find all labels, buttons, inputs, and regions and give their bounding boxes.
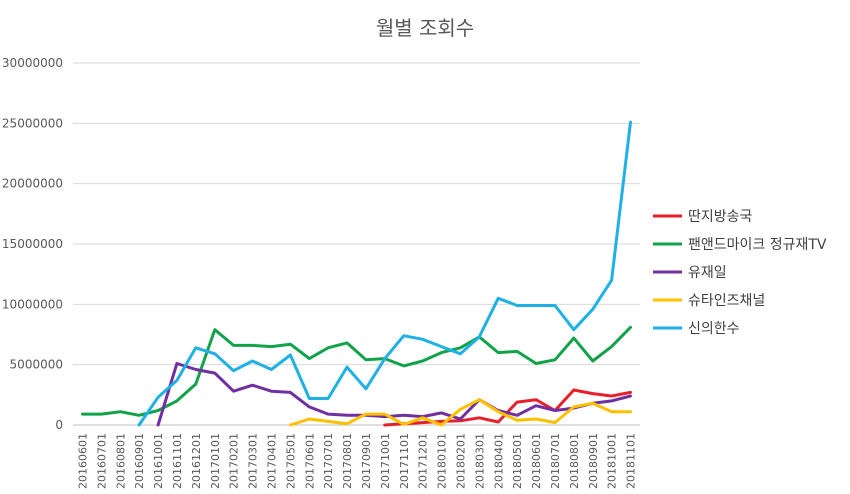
y-tick-label: 25000000 [2, 116, 63, 130]
x-tick-label: 20160601 [76, 433, 89, 489]
x-tick-label: 20161201 [190, 433, 203, 489]
legend-label: 팬앤드마이크 정규재TV [688, 237, 827, 253]
x-tick-label: 20180801 [568, 433, 581, 489]
x-tick-label: 20170801 [341, 433, 354, 489]
x-tick-label: 20180401 [492, 433, 505, 489]
legend-label: 슈타인즈채널 [688, 293, 765, 309]
x-tick-label: 20180201 [454, 433, 467, 489]
y-tick-label: 30000000 [2, 56, 63, 70]
x-tick-label: 20170901 [360, 433, 373, 489]
x-axis-tick-labels: 20160601 20160701 20160801 20160901 20161001… [76, 433, 637, 489]
x-tick-label: 20180301 [473, 433, 486, 489]
y-tick-label: 0 [55, 418, 63, 432]
chart-title: 월별 조회수 [376, 16, 474, 40]
series-line [156, 362, 632, 427]
x-tick-label: 20180601 [530, 433, 543, 489]
x-tick-label: 20160801 [114, 433, 127, 489]
y-tick-label: 5000000 [10, 358, 63, 372]
legend-label: 딴지방송국 [688, 209, 753, 225]
y-tick-label: 20000000 [2, 177, 63, 191]
x-tick-label: 20180501 [511, 433, 524, 489]
x-tick-label: 20181101 [625, 433, 638, 489]
x-tick-label: 20161101 [171, 433, 184, 489]
x-tick-label: 20160901 [133, 433, 146, 489]
x-tick-label: 20171001 [379, 433, 392, 489]
x-tick-label: 20170401 [265, 433, 278, 489]
y-axis-tick-labels: 0 5000000 10000000 15000000 20000000 25000000… [2, 56, 63, 432]
series-line [383, 388, 632, 427]
x-tick-label: 20170201 [228, 433, 241, 489]
y-tick-label: 10000000 [2, 297, 63, 311]
x-tick-label: 20171101 [398, 433, 411, 489]
x-tick-label: 20161001 [152, 433, 165, 489]
x-tick-label: 20180101 [436, 433, 449, 489]
legend-label: 유재일 [688, 265, 727, 281]
x-tick-label: 20170301 [247, 433, 260, 489]
x-tick-label: 20170601 [303, 433, 316, 489]
x-tick-label: 20180901 [587, 433, 600, 489]
x-tick-label: 20180701 [549, 433, 562, 489]
series-line [81, 325, 632, 417]
y-tick-label: 15000000 [2, 237, 63, 251]
x-tick-label: 20160701 [95, 433, 108, 489]
series-line [137, 120, 632, 427]
x-tick-label: 20170101 [209, 433, 222, 489]
series-lines [81, 120, 632, 427]
x-tick-label: 20170501 [284, 433, 297, 489]
x-tick-label: 20170701 [322, 433, 335, 489]
series-line [288, 398, 632, 427]
gridlines [73, 62, 640, 426]
x-tick-label: 20171201 [417, 433, 430, 489]
x-tick-label: 20181001 [606, 433, 619, 489]
legend-label: 신의한수 [688, 321, 740, 337]
